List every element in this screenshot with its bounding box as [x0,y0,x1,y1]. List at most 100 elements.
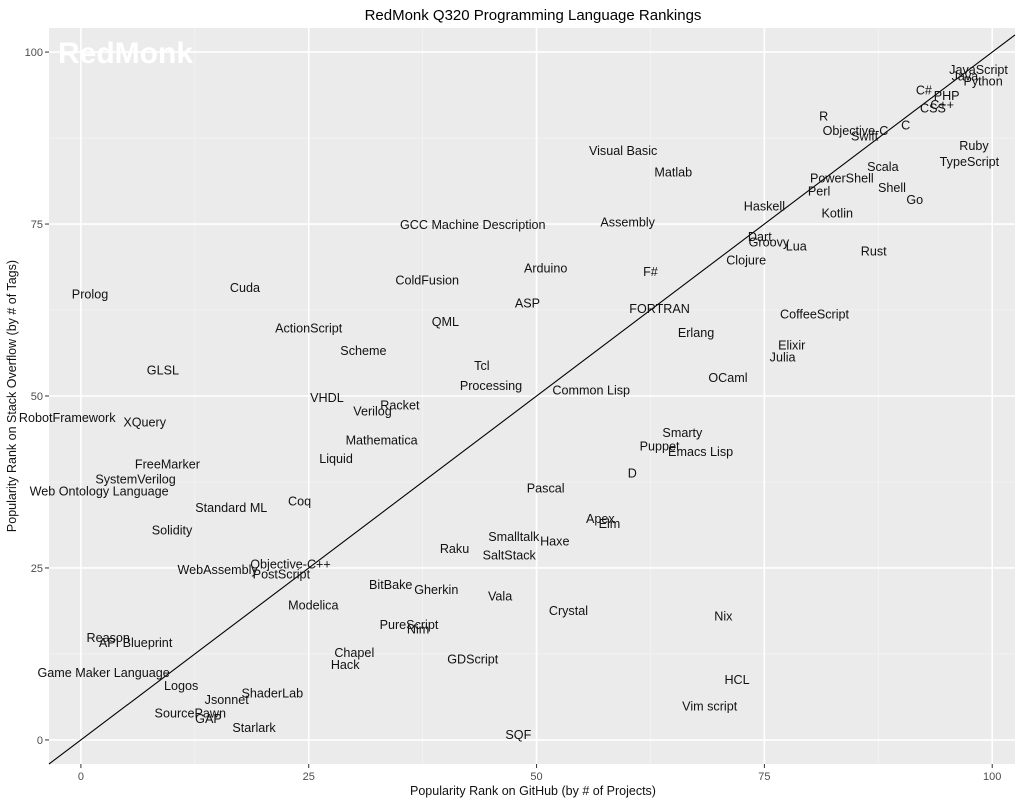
language-point-label: Java [952,70,979,84]
language-point-label: BitBake [369,578,412,592]
language-point-label: Liquid [319,452,353,466]
language-point-label: FORTRAN [629,302,690,316]
language-point-label: Smalltalk [488,530,540,544]
language-point-label: Prolog [72,288,108,302]
language-point-label: VHDL [310,391,344,405]
language-point-label: Go [906,193,923,207]
language-point-label: Groovy [749,235,790,249]
language-point-label: Mathematica [346,434,418,448]
language-point-label: Pascal [527,482,565,496]
language-point-label: Tcl [474,359,489,373]
language-point-label: C# [916,83,932,97]
language-point-label: Vala [488,590,512,604]
x-tick-label: 75 [758,771,770,783]
y-axis-ticks: 0 25 50 75 100 [25,47,49,747]
language-point-label: Modelica [288,599,338,613]
language-point-label: Haxe [540,535,569,549]
language-point-label: Visual Basic [589,144,657,158]
language-point-label: Reason [87,631,130,645]
x-axis-ticks: 0 25 50 75 100 [78,764,1001,783]
language-point-label: Haskell [744,200,785,214]
language-point-label: C++ [930,98,954,112]
x-tick-label: 50 [530,771,542,783]
y-tick-label: 0 [37,735,43,747]
language-point-label: Processing [460,379,522,393]
language-point-label: SourcePawn [155,707,226,721]
language-point-label: Verilog [353,405,392,419]
language-point-label: RobotFramework [19,411,116,425]
language-point-label: FreeMarker [135,458,200,472]
language-point-label: Erlang [678,326,714,340]
language-point-label: GCC Machine Description [400,218,546,232]
language-point-label: XQuery [123,416,166,430]
language-point-label: Kotlin [822,207,854,221]
y-axis-title: Popularity Rank on Stack Overflow (by # … [5,260,19,532]
language-point-label: Scala [867,160,899,174]
language-point-label: D [628,467,637,481]
language-point-label: OCaml [708,371,747,385]
language-point-label: Hack [331,658,360,672]
language-point-label: CoffeeScript [780,308,850,322]
language-point-label: R [819,110,828,124]
language-point-label: CSS [920,101,946,115]
language-point-label: Racket [380,398,420,412]
language-point-label: Scheme [340,344,386,358]
language-point-label: ASP [515,297,540,311]
language-point-label: Solidity [152,524,193,538]
language-point-label: ShaderLab [241,687,303,701]
language-point-label: Lua [786,240,807,254]
x-tick-label: 25 [303,771,315,783]
language-point-label: SystemVerilog [95,473,176,487]
language-point-label: Perl [808,185,830,199]
language-point-label: Ruby [959,139,989,153]
language-point-label: Assembly [600,215,655,229]
language-point-label: Shell [878,181,906,195]
y-tick-label: 75 [31,219,43,231]
language-point-label: SaltStack [483,548,537,562]
language-point-label: ActionScript [275,321,343,335]
language-point-label: Jsonnet [205,693,250,707]
language-point-label: Starlark [232,721,276,735]
language-point-label: Raku [440,542,469,556]
language-point-label: PowerShell [810,171,874,185]
language-point-label: Chapel [334,646,374,660]
language-point-label: Common Lisp [552,383,630,397]
language-point-label: Objective-C [823,124,889,138]
language-point-label: Dart [748,230,772,244]
language-point-label: HCL [724,673,749,687]
language-point-label: Julia [770,350,796,364]
language-point-label: Apex [586,512,615,526]
language-point-label: TypeScript [940,155,1000,169]
language-point-label: Cuda [230,281,260,295]
language-point-label: C [901,118,910,132]
language-point-label: Puppet [640,440,680,454]
language-point-label: Web Ontology Language [30,484,169,498]
language-point-label: Matlab [654,165,692,179]
language-point-label: PureScript [380,618,439,632]
language-point-label: PostScript [253,568,311,582]
language-point-label: GAP [195,712,222,726]
language-point-label: Game Maker Language [38,666,170,680]
chart-title: RedMonk Q320 Programming Language Rankin… [365,7,702,24]
language-point-label: WebAssembly [177,563,258,577]
language-point-label: Smarty [662,426,703,440]
redmonk-watermark: RedMonk [58,37,193,70]
language-point-label: GDScript [447,652,499,666]
y-tick-label: 100 [25,47,43,59]
language-point-label: PHP [934,89,960,103]
x-tick-label: 100 [983,771,1001,783]
x-tick-label: 0 [78,771,84,783]
language-point-label: Emacs Lisp [668,445,733,459]
language-point-label: Gherkin [414,583,458,597]
y-tick-label: 50 [31,391,43,403]
language-point-label: Crystal [549,604,588,618]
language-point-label: Objective-C++ [250,557,331,571]
reference-line [48,34,1016,765]
language-point-label: Logos [164,679,198,693]
language-point-label: API Blueprint [99,636,173,650]
language-point-label: Nim [407,623,429,637]
language-point-label: Vim script [682,700,738,714]
language-point-label: Coq [288,495,311,509]
language-point-label: Nix [714,610,733,624]
